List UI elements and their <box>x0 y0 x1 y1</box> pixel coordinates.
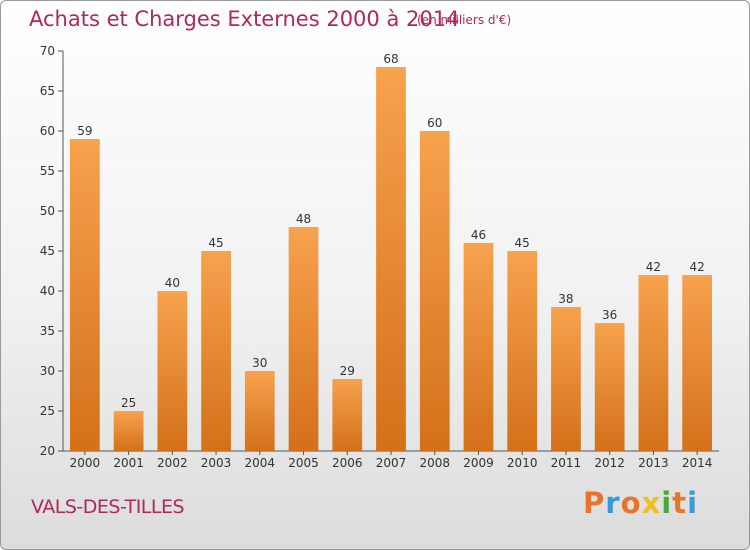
bar-value-label: 38 <box>558 292 573 306</box>
y-tick-label: 70 <box>40 44 55 58</box>
bar-value-label: 48 <box>296 212 311 226</box>
x-tick-label: 2012 <box>594 456 625 470</box>
chart-bars <box>69 67 713 451</box>
y-tick-label: 50 <box>40 204 55 218</box>
bar-value-label: 59 <box>77 124 92 138</box>
x-tick-label: 2008 <box>419 456 450 470</box>
logo-letter: r <box>605 486 621 520</box>
y-tick-label: 25 <box>40 404 55 418</box>
bar <box>113 411 144 451</box>
proxiti-logo[interactable]: Proxiti <box>583 486 698 520</box>
x-tick-label: 2010 <box>507 456 538 470</box>
bar <box>288 227 319 451</box>
bar <box>157 291 188 451</box>
logo-letter: t <box>672 486 688 520</box>
y-tick-label: 55 <box>40 164 55 178</box>
logo-letter: P <box>583 486 606 520</box>
bar <box>201 251 231 451</box>
x-tick-label: 2004 <box>245 456 276 470</box>
bar <box>594 323 625 451</box>
bar-value-label: 45 <box>208 236 223 250</box>
x-tick-label: 2003 <box>201 456 232 470</box>
bar-value-label: 29 <box>340 364 355 378</box>
place-name: VALS-DES-TILLES <box>31 496 185 518</box>
x-tick-label: 2005 <box>288 456 319 470</box>
bar-value-label: 36 <box>602 308 617 322</box>
logo-letter: x <box>641 486 662 520</box>
bar <box>551 307 581 451</box>
x-tick-label: 2007 <box>376 456 407 470</box>
x-tick-label: 2006 <box>332 456 363 470</box>
logo-letter: i <box>687 486 699 520</box>
bar <box>463 243 494 451</box>
bar-value-label: 68 <box>383 52 398 66</box>
x-tick-label: 2002 <box>157 456 188 470</box>
chart-title: Achats et Charges Externes 2000 à 2014 <box>29 7 460 31</box>
bar-value-label: 25 <box>121 396 136 410</box>
y-tick-label: 30 <box>40 364 55 378</box>
bar <box>244 371 275 451</box>
bar-value-label: 46 <box>471 228 486 242</box>
logo-letter: i <box>661 486 673 520</box>
logo-letter: o <box>620 486 642 520</box>
y-tick-label: 65 <box>40 84 55 98</box>
bar-value-label: 60 <box>427 116 442 130</box>
bar <box>376 67 406 451</box>
bar <box>332 379 363 451</box>
x-tick-label: 2014 <box>682 456 713 470</box>
bar-value-label: 42 <box>689 260 704 274</box>
x-tick-label: 2009 <box>463 456 494 470</box>
bar <box>507 251 538 451</box>
chart-subtitle: (en milliers d'€) <box>417 13 512 27</box>
y-tick-label: 60 <box>40 124 55 138</box>
chart-value-labels: 59 25 40 45 30 48 29 68 60 46 45 38 36 42 42 <box>77 52 705 410</box>
bar <box>682 275 713 451</box>
y-tick-label: 35 <box>40 324 55 338</box>
y-tick-label: 40 <box>40 284 55 298</box>
bar-value-label: 40 <box>165 276 180 290</box>
x-tick-label: 2011 <box>551 456 582 470</box>
bar-value-label: 30 <box>252 356 267 370</box>
bar <box>419 131 450 451</box>
y-tick-label: 20 <box>40 444 55 458</box>
bar-value-label: 45 <box>515 236 530 250</box>
x-tick-label: 2001 <box>113 456 144 470</box>
bar <box>69 139 100 451</box>
bar-value-label: 42 <box>646 260 661 274</box>
chart-axes: 20 25 30 35 40 45 50 55 60 65 70 2000 2001 2002 2003 20… <box>40 44 719 470</box>
x-tick-label: 2013 <box>638 456 669 470</box>
x-tick-label: 2000 <box>70 456 101 470</box>
bar <box>638 275 669 451</box>
y-tick-label: 45 <box>40 244 55 258</box>
